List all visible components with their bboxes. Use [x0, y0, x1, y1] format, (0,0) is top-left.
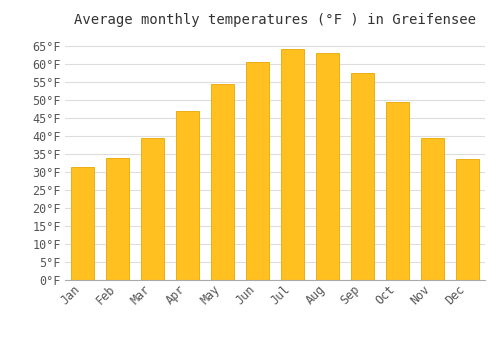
Title: Average monthly temperatures (°F ) in Greifensee: Average monthly temperatures (°F ) in Gr… — [74, 13, 476, 27]
Bar — [316, 53, 339, 280]
Bar — [456, 159, 479, 280]
Bar — [106, 158, 129, 280]
Bar — [71, 167, 94, 280]
Bar — [351, 73, 374, 280]
Bar — [246, 62, 269, 280]
Bar — [176, 111, 199, 280]
Bar — [386, 102, 409, 280]
Bar — [211, 84, 234, 280]
Bar — [281, 49, 304, 280]
Bar — [421, 138, 444, 280]
Bar — [141, 138, 164, 280]
